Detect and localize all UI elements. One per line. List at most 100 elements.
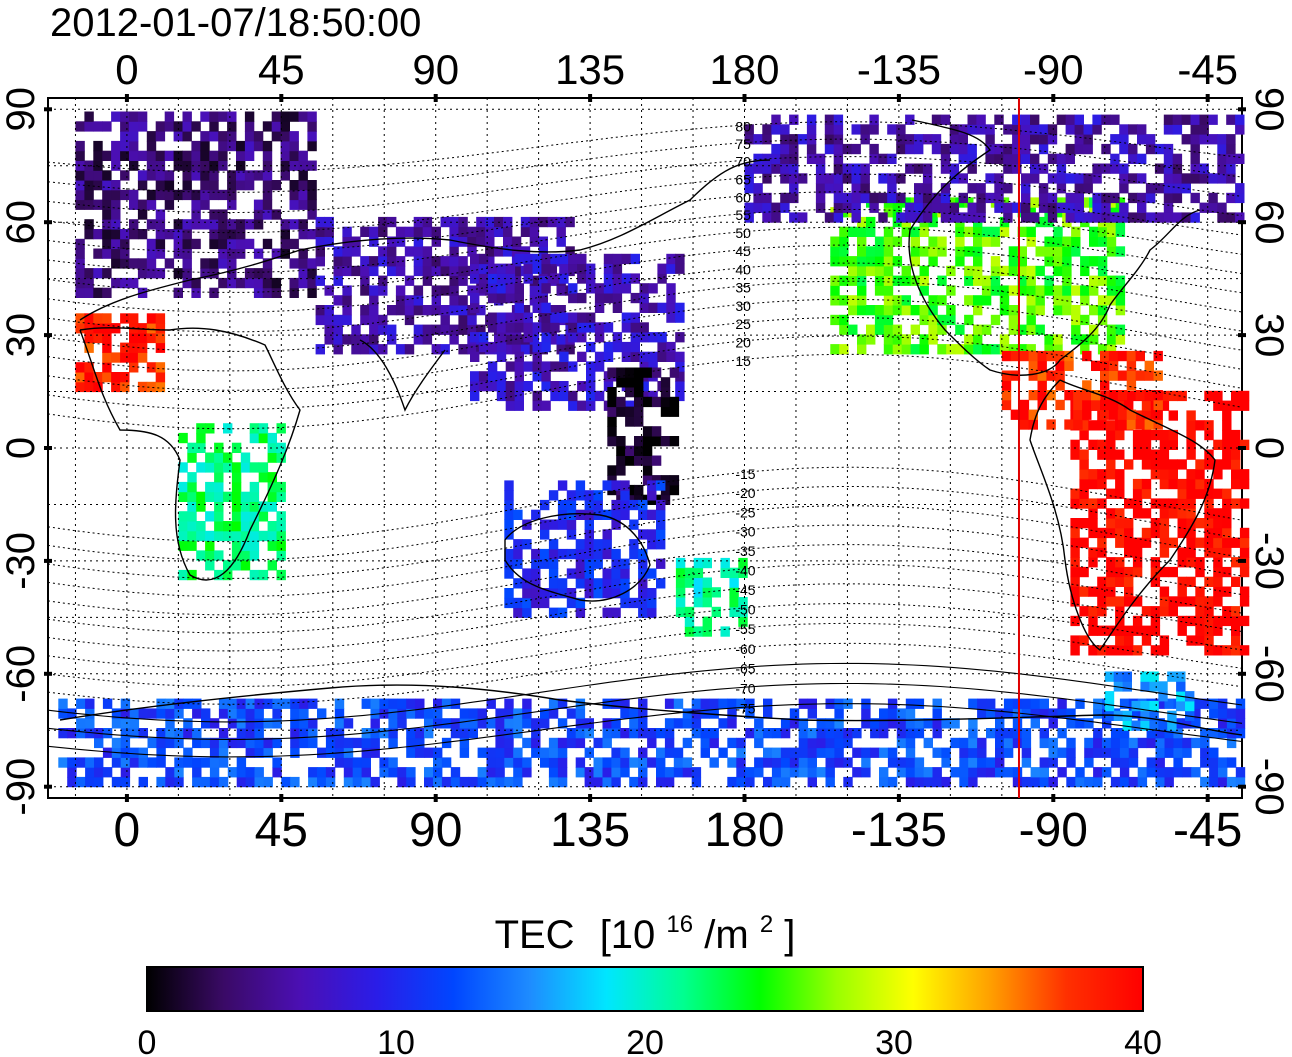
tec-cell xyxy=(404,275,415,286)
tec-cell xyxy=(511,265,522,277)
tec-cell xyxy=(102,352,112,363)
tec-cell xyxy=(1119,737,1130,749)
tec-cell xyxy=(487,263,498,274)
tec-cell xyxy=(1047,124,1058,135)
tec-cell xyxy=(289,258,299,269)
tec-cell xyxy=(848,226,858,237)
tec-cell xyxy=(1226,718,1237,729)
tec-cell xyxy=(531,597,541,609)
tec-cell xyxy=(848,324,858,335)
tec-cell xyxy=(887,747,898,758)
tec-cell xyxy=(861,767,871,778)
tec-cell xyxy=(857,256,867,267)
tec-cell xyxy=(612,292,623,304)
tec-cell xyxy=(1093,767,1103,778)
tec-cell xyxy=(209,287,219,298)
tec-cell xyxy=(174,776,184,788)
tec-cell xyxy=(1119,767,1130,778)
tec-cell xyxy=(967,183,977,194)
tec-cell xyxy=(441,698,452,709)
tec-cell xyxy=(433,718,443,729)
tec-cell xyxy=(378,344,388,355)
tec-cell xyxy=(937,295,947,306)
tec-cell xyxy=(1239,527,1250,539)
tec-cell xyxy=(240,521,251,532)
tec-cell xyxy=(892,305,903,316)
tec-cell xyxy=(174,737,184,749)
tec-cell xyxy=(1222,547,1232,558)
tec-cell xyxy=(253,287,264,298)
tec-cell xyxy=(986,698,996,709)
tec-cell xyxy=(351,246,361,257)
tec-cell xyxy=(1159,469,1170,480)
tec-cell xyxy=(231,511,242,522)
tec-cell xyxy=(1117,390,1128,401)
tec-cell xyxy=(919,246,929,257)
tec-cell xyxy=(1115,449,1125,460)
tec-cell xyxy=(1106,459,1116,470)
tec-cell xyxy=(449,285,459,296)
tec-cell xyxy=(1106,576,1116,587)
tec-cell xyxy=(299,698,309,709)
tec-cell xyxy=(531,718,541,729)
tec-cell xyxy=(1046,350,1056,362)
tec-cell xyxy=(487,322,498,333)
tec-cell xyxy=(523,312,533,323)
tec-cell xyxy=(949,143,960,155)
tec-cell xyxy=(870,718,880,729)
tec-cell xyxy=(1132,625,1143,636)
tec-cell xyxy=(736,698,746,709)
tec-cell xyxy=(634,494,644,505)
tec-cell xyxy=(1119,143,1129,155)
tec-cell xyxy=(1088,606,1098,617)
tec-cell xyxy=(1128,708,1139,719)
tec-cell xyxy=(1064,360,1074,371)
tec-cell xyxy=(129,150,139,161)
tec-cell xyxy=(830,275,840,286)
tec-cell xyxy=(842,143,852,155)
tec-cell xyxy=(164,199,175,210)
tec-cell xyxy=(244,111,255,122)
contour-label: 75 xyxy=(735,136,751,152)
tec-cell xyxy=(575,578,586,589)
tec-cell xyxy=(1088,420,1098,431)
tec-cell xyxy=(1115,508,1125,519)
tec-cell xyxy=(191,238,201,250)
tec-cell xyxy=(200,219,210,230)
tec-cell xyxy=(611,499,621,511)
tec-cell xyxy=(111,776,122,788)
tec-cell xyxy=(1137,212,1147,223)
tec-cell xyxy=(280,121,290,132)
tec-cell xyxy=(1091,399,1101,411)
tec-cell xyxy=(182,238,192,250)
tec-cell xyxy=(744,163,754,174)
contour-label: -50 xyxy=(735,601,755,617)
tec-cell xyxy=(940,114,951,125)
tec-cell xyxy=(634,416,644,427)
tec-cell xyxy=(75,189,85,201)
contour-label: 50 xyxy=(735,225,751,241)
tec-cell xyxy=(839,236,849,247)
tec-cell xyxy=(1168,469,1178,480)
tec-cell xyxy=(1140,681,1150,692)
tec-cell xyxy=(280,170,290,181)
tec-cell xyxy=(324,314,334,326)
tec-cell xyxy=(955,256,965,267)
tec-cell xyxy=(227,718,238,729)
tec-cell xyxy=(763,728,773,739)
tec-cell xyxy=(244,170,255,181)
tec-cell xyxy=(833,153,844,164)
tec-cell xyxy=(638,767,648,778)
tec-cell xyxy=(575,568,586,579)
tec-cell xyxy=(1026,207,1036,218)
tec-cell xyxy=(1079,537,1089,548)
tec-cell xyxy=(244,131,255,142)
tec-cell xyxy=(1026,295,1036,306)
tec-cell xyxy=(1075,776,1085,788)
tec-cell xyxy=(1102,737,1112,749)
tec-cell xyxy=(1235,708,1246,719)
tec-cell xyxy=(458,236,468,247)
tec-cell xyxy=(940,192,951,204)
tec-cell xyxy=(1153,370,1163,381)
tec-cell xyxy=(505,322,516,333)
